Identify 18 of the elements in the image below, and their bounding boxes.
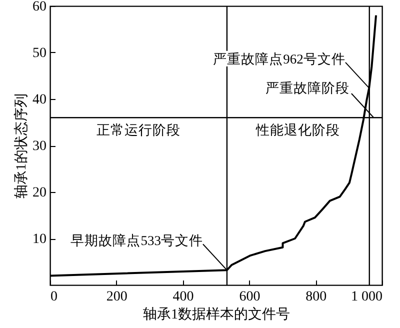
y-tick-label: 60 — [32, 0, 46, 14]
x-tick-label: 0 — [50, 290, 58, 304]
annotation: 早期故障点533号文件 — [70, 233, 203, 248]
y-tick-label: 40 — [32, 92, 46, 108]
y-tick-label: 20 — [32, 186, 46, 200]
x-axis-title: 轴承1数据样本的文件号 — [143, 306, 290, 322]
annotation: 性能退化阶段 — [255, 122, 340, 138]
x-tick-label: 200 — [106, 290, 128, 304]
x-tick-label: 600 — [239, 290, 260, 304]
x-tick-label: 400 — [172, 290, 194, 304]
annotation: 严重故障阶段 — [266, 80, 350, 96]
y-tick-label: 10 — [32, 232, 46, 247]
y-tick-label: 30 — [32, 139, 46, 154]
x-tick-label: 1 000 — [351, 290, 382, 304]
annotation: 正常运行阶段 — [96, 122, 180, 138]
x-tick-label: 800 — [306, 290, 327, 304]
y-axis-title: 轴承1的状态序列 — [14, 94, 30, 198]
y-tick-label: 50 — [32, 46, 46, 61]
